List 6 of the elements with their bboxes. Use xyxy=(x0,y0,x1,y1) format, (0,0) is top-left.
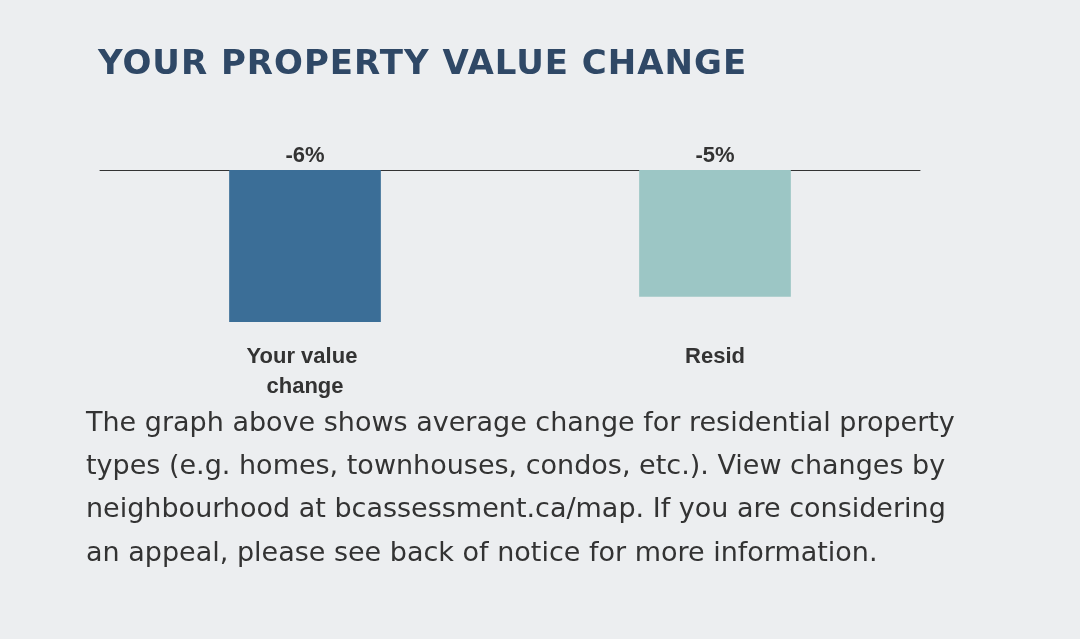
x-tick-label: Your value change xyxy=(246,342,364,398)
data-label: -6% xyxy=(285,141,325,167)
data-label: -5% xyxy=(695,141,735,167)
x-tick-label: Resid xyxy=(685,342,745,368)
text: The graph above shows average change for residential property types (e.g. homes, townhouses, condos, etc.). View changes by neighbourhood at bcassessment.ca/map. If you are considering an appeal, please see back of notice for more information. xyxy=(86,405,956,569)
chart-title: YOUR PROPERTY VALUE CHANGE xyxy=(98,42,748,82)
